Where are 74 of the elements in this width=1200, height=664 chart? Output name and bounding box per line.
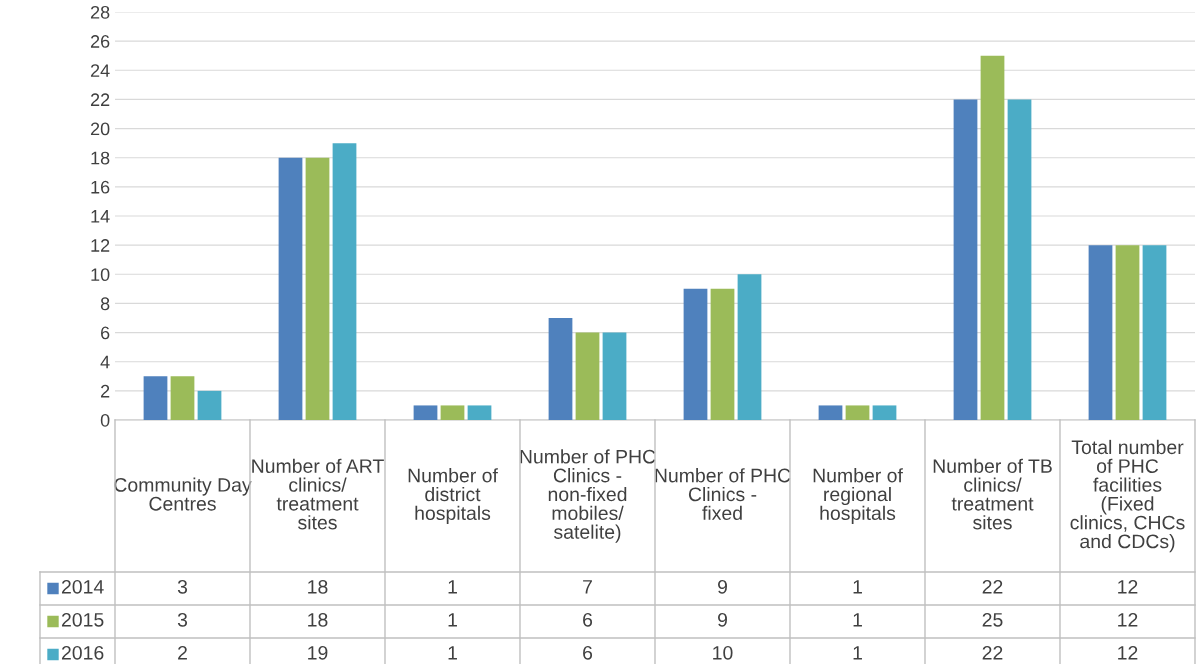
data-label: 1 [448,646,457,660]
legend-label: 2015 [61,612,104,627]
bar [953,99,978,420]
x-tick-label: Total number of PHC facilities (Fixed clinics, CHCs and CDCs) [1070,439,1185,553]
y-tick-label: 16 [91,180,110,194]
legend-label: 2016 [61,645,104,660]
bar [818,405,843,420]
y-tick-label: 28 [90,5,110,19]
bar [332,143,357,420]
data-label: 18 [308,612,328,627]
bar [143,376,168,420]
data-label: 12 [1118,612,1138,627]
bar [170,376,195,420]
y-tick-label: 8 [100,297,110,311]
bar [278,157,303,420]
data-label: 18 [308,579,328,594]
data-label: 12 [1118,579,1138,594]
data-label: 22 [982,579,1003,594]
data-label: 1 [448,580,457,594]
data-label: 7 [583,580,592,594]
y-tick-label: 2 [101,384,110,398]
data-label: 22 [982,645,1003,660]
y-tick-label: 24 [90,64,110,77]
bar [413,405,438,420]
y-tick-label: 20 [90,122,110,136]
x-tick-label: Number of TB clinics/ treatment sites [933,458,1052,530]
y-tick-label: 0 [100,413,110,427]
bar [1115,245,1140,420]
data-label: 6 [583,612,593,627]
bar [710,288,735,420]
y-tick-label: 18 [91,151,110,165]
data-label: 10 [713,645,733,660]
bar [845,405,870,420]
x-tick-label: Number of ART clinics/ treatment sites [252,458,384,530]
data-label: 9 [718,579,727,594]
x-tick-label: Community Day Centres [114,477,252,511]
data-label: 1 [853,646,862,660]
bar [602,332,627,420]
legend-label: 2014 [61,579,104,594]
bar [737,274,762,420]
data-label: 1 [853,613,862,627]
bar [683,288,708,420]
data-label: 2 [178,645,187,660]
data-label: 1 [448,613,457,627]
x-tick-label: Number of district hospitals [408,468,498,524]
bar [440,405,465,420]
y-tick-label: 26 [90,35,110,48]
x-tick-label: Number of PHC Clinics - non-fixed mobiles/ satelite) [520,449,656,543]
bar [1142,245,1167,420]
data-label: 9 [718,612,727,627]
y-tick-label: 14 [91,210,110,223]
data-label: 1 [853,580,862,594]
bar [980,55,1005,420]
data-label: 25 [982,612,1003,627]
y-tick-label: 6 [101,326,110,340]
bar [548,318,573,420]
x-tick-label: Number of PHC Clinics - fixed [655,468,791,521]
bar [467,405,492,420]
data-label: 12 [1118,645,1138,660]
data-label: 19 [308,645,328,660]
y-tick-label: 10 [91,268,110,282]
bar [575,332,600,420]
bar [1088,245,1113,420]
x-tick-label: Number of regional hospitals [813,468,903,524]
bar [197,390,222,420]
bar [872,405,897,420]
bar [1007,99,1032,420]
data-label: 3 [177,612,188,627]
y-tick-label: 22 [90,93,110,106]
bar [305,157,330,420]
y-tick-label: 4 [100,355,110,369]
data-label: 6 [583,645,593,660]
data-label: 3 [177,579,188,594]
y-tick-label: 12 [91,239,110,252]
